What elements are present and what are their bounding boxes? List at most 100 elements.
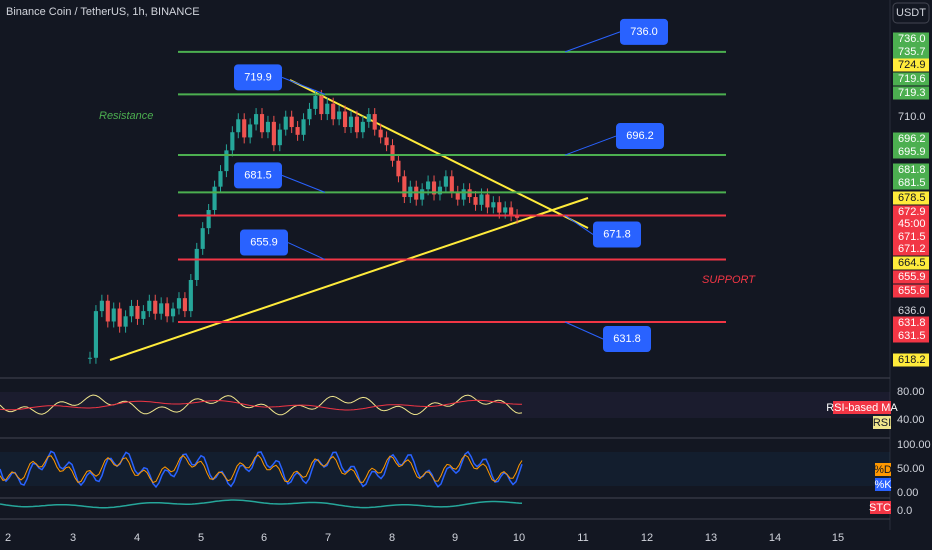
candle [265, 121, 271, 133]
stoch-tick: 0.00 [897, 487, 918, 499]
stc-label: STC [869, 502, 891, 514]
price-badge [893, 191, 929, 205]
stc-tick: 0.0 [897, 505, 912, 517]
callout-box [234, 64, 282, 91]
price-label: 695.9 [898, 146, 926, 158]
rsi-tick: 80.00 [897, 386, 925, 398]
price-badge [893, 316, 929, 330]
candle [473, 197, 478, 205]
candle [479, 194, 484, 205]
callout-pointer [564, 31, 621, 53]
price-badge [893, 145, 929, 159]
callout-pointer [564, 135, 617, 156]
price-label: 735.7 [898, 46, 926, 58]
price-label: 664.5 [898, 257, 926, 269]
k-label: %K [874, 479, 892, 491]
stoch-d [0, 454, 523, 484]
callout-label: 719.9 [244, 71, 272, 83]
price-label: 719.3 [898, 87, 926, 99]
callout-pointer [281, 76, 326, 95]
callout-pointer [564, 321, 604, 340]
candle [159, 303, 164, 314]
x-tick-label: 14 [769, 532, 781, 544]
candle [135, 305, 140, 319]
price-badge [893, 217, 929, 231]
rsi-tick: 40.00 [897, 414, 925, 426]
candle [277, 129, 282, 146]
candle [87, 357, 93, 359]
x-tick-label: 6 [261, 532, 267, 544]
candle [224, 150, 229, 172]
rsi-ma-line [0, 399, 522, 411]
stoch-tick: 50.00 [897, 463, 925, 475]
callout-label: 655.9 [250, 236, 278, 248]
rsi-badge [873, 416, 891, 429]
callout-box [603, 326, 651, 352]
price-badge [893, 86, 929, 100]
candle [378, 129, 383, 138]
price-label: 724.9 [898, 59, 926, 71]
candle [319, 95, 324, 115]
k-badge [875, 478, 891, 491]
candle [455, 191, 460, 200]
price-badge [893, 270, 929, 284]
candle [390, 145, 395, 161]
price-label: 618.2 [898, 354, 926, 366]
candle [93, 311, 99, 358]
candle [426, 181, 431, 190]
callout-box [593, 221, 641, 248]
candle [283, 116, 288, 130]
price-badge [893, 176, 929, 190]
candle [111, 308, 116, 322]
candle [449, 176, 454, 192]
x-tick-label: 15 [832, 532, 844, 544]
candle [242, 119, 247, 138]
candle [372, 114, 377, 130]
candle [307, 108, 312, 120]
price-label: 696.2 [898, 133, 926, 145]
candle [212, 186, 217, 210]
rsi-ma-badge [833, 401, 891, 414]
price-label: 671.5 [898, 231, 926, 243]
candle [325, 103, 330, 115]
d-badge [875, 463, 891, 476]
candle [337, 111, 342, 120]
candle [117, 308, 122, 327]
price-badge [893, 72, 929, 86]
callout-pointer [564, 215, 594, 235]
currency-button[interactable] [892, 2, 930, 24]
candle [366, 114, 371, 122]
currency[interactable]: USDT [896, 7, 926, 19]
price-label: 655.6 [898, 285, 926, 297]
callout-box [616, 123, 664, 150]
x-tick-label: 7 [325, 532, 331, 544]
callout-pointer [281, 174, 326, 193]
candle [153, 300, 158, 314]
rsi-label: RSI [873, 417, 891, 429]
candle [503, 207, 508, 213]
candle [182, 298, 187, 312]
callout-pointer [287, 242, 326, 260]
price-label: 636.0 [898, 305, 926, 317]
stc-badge [870, 501, 891, 514]
price-label: 719.6 [898, 73, 926, 85]
callout-label: 736.0 [630, 26, 658, 38]
callout-label: 631.8 [613, 333, 641, 345]
callout-label: 696.2 [626, 130, 654, 142]
callout-label: 681.5 [244, 169, 272, 181]
candle [420, 189, 425, 200]
price-label: 631.5 [898, 330, 926, 342]
x-tick-label: 4 [134, 532, 140, 544]
candle [129, 305, 134, 317]
candle [301, 119, 306, 135]
candle [289, 116, 294, 128]
candle [348, 116, 354, 128]
x-tick-label: 3 [70, 532, 76, 544]
candle [254, 114, 259, 125]
candle [259, 114, 265, 133]
price-badge [893, 32, 929, 46]
price-badge [893, 230, 929, 244]
stoch-band [0, 452, 890, 486]
candle [396, 160, 401, 177]
price-badge [893, 256, 929, 270]
